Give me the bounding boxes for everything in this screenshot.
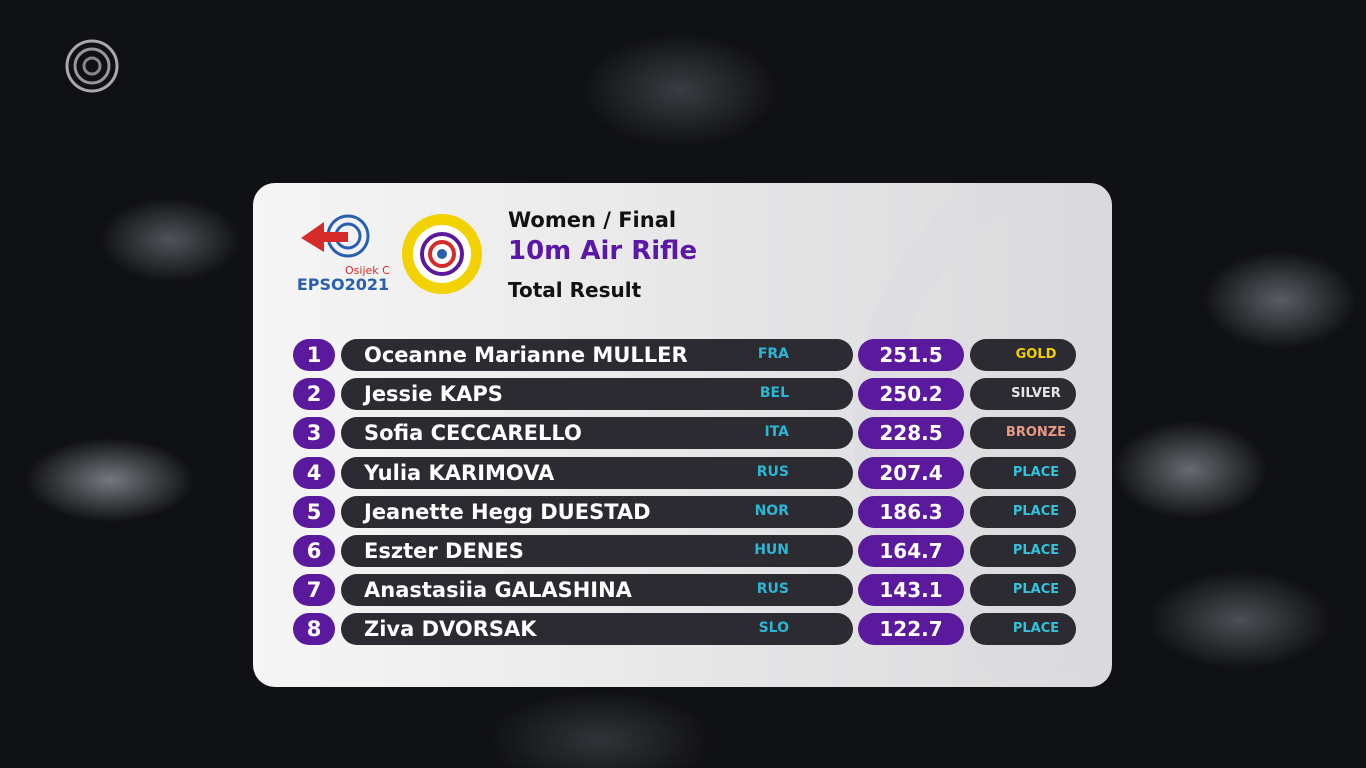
noc: ITA [764, 424, 789, 441]
rank: 4 [293, 456, 335, 489]
rank: 6 [293, 535, 335, 567]
badge-label: PLACE [1012, 621, 1060, 637]
rank: 7 [293, 574, 335, 607]
athlete-row: Jeanette Hegg DUESTAD [341, 495, 853, 528]
badge-label: PLACE [1012, 464, 1060, 480]
epso-logo: Osijek Croatia EPSO2021 [297, 214, 391, 294]
athlete-row: Oceanne Marianne MULLER [341, 339, 853, 371]
logo-place: Osijek Croatia [345, 264, 391, 277]
athlete-row: Yulia KARIMOVA [341, 456, 853, 489]
result-badge: SILVER [970, 378, 1076, 411]
noc: FRA [757, 346, 789, 362]
badge-label: SILVER [1011, 386, 1061, 402]
score: 228.5 [858, 417, 964, 450]
noc: NOR [754, 502, 789, 519]
rank: 5 [293, 495, 335, 528]
result-badge: BRONZE [970, 417, 1076, 450]
rank: 2 [293, 378, 335, 411]
event-title: 10m Air Rifle [508, 236, 698, 266]
score: 186.3 [858, 495, 964, 528]
broadcaster-logo [65, 39, 119, 93]
athlete-name: Eszter DENES [364, 539, 524, 563]
noc: HUN [754, 542, 789, 558]
badge-label: PLACE [1012, 503, 1060, 519]
athlete-row: Eszter DENES [341, 535, 853, 567]
badge-label: GOLD [1015, 347, 1057, 362]
athlete-row: Sofia CECCARELLO [341, 417, 853, 450]
esc-logo [402, 214, 482, 294]
result-badge: GOLD [970, 339, 1076, 371]
rank: 1 [293, 339, 335, 371]
rank: 8 [293, 613, 335, 646]
athlete-name: Jeanette Hegg DUESTAD [364, 499, 651, 524]
logo-text: EPSO2021 [297, 275, 389, 294]
badge-label: PLACE [1012, 543, 1060, 558]
score: 207.4 [858, 456, 964, 489]
athlete-row: Ziva DVORSAK [341, 613, 853, 646]
noc: SLO [758, 620, 789, 637]
result-badge: 5PLACE [970, 495, 1076, 528]
noc: BEL [759, 385, 789, 402]
athlete-row: Jessie KAPS [341, 378, 853, 411]
noc: RUS [756, 581, 789, 598]
result-badge: 6PLACE [970, 535, 1076, 567]
athlete-name: Ziva DVORSAK [364, 617, 537, 642]
badge-label: BRONZE [1005, 425, 1067, 441]
athlete-name: Oceanne Marianne MULLER [364, 343, 688, 367]
badge-label: PLACE [1012, 582, 1060, 598]
noc: RUS [756, 463, 789, 480]
athlete-name: Yulia KARIMOVA [364, 460, 555, 485]
score: 164.7 [858, 535, 964, 567]
result-type: Total Result [508, 278, 642, 302]
athlete-name: Anastasiia GALASHINA [364, 578, 632, 603]
event-stage: Women / Final [508, 208, 677, 232]
result-badge: 8PLACE [970, 613, 1076, 646]
athlete-name: Jessie KAPS [364, 382, 503, 407]
score: 250.2 [858, 378, 964, 411]
athlete-name: Sofia CECCARELLO [364, 421, 582, 446]
rank: 3 [293, 417, 335, 450]
score: 122.7 [858, 613, 964, 646]
athlete-row: Anastasiia GALASHINA [341, 574, 853, 607]
score: 251.5 [858, 339, 964, 371]
score: 143.1 [858, 574, 964, 607]
